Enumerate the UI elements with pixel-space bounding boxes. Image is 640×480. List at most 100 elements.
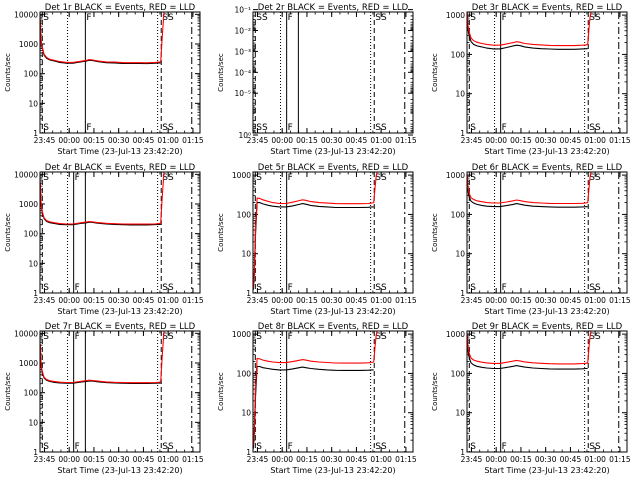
plot-frame [252, 11, 414, 134]
x-axis-label: Start Time (23-Jul-13 23:42:20) [57, 466, 182, 475]
marker-label-bottom: SS [589, 283, 601, 293]
marker-label-bottom: SS [375, 442, 387, 452]
marker-label-bottom: S [470, 442, 476, 452]
x-tick-label: 01:15 [182, 136, 204, 145]
x-tick-label: 01:00 [157, 136, 179, 145]
y-tick-label: 10⁻¹ [234, 6, 251, 15]
y-axis-label: Counts/sec [431, 213, 439, 252]
y-tick-label: 100 [24, 70, 39, 79]
x-tick-label: 00:30 [108, 455, 130, 464]
panel-title: Det 2r BLACK = Events, RED = LLD [258, 3, 409, 13]
y-tick-label: 10⁻⁴ [234, 68, 251, 77]
y-tick-label: 1 [460, 289, 465, 298]
x-tick-label: 00:45 [346, 455, 368, 464]
marker-label: F [288, 13, 293, 23]
y-axis-label: Counts/sec [431, 53, 439, 92]
plot-frame [39, 11, 201, 134]
panel-det-2: Det 2r BLACK = Events, RED = LLD Start Ti… [217, 3, 417, 156]
marker-label-bottom: F [502, 442, 507, 452]
plot-frame [466, 171, 628, 294]
x-tick-label: 00:45 [560, 136, 582, 145]
marker-label: SS [589, 13, 601, 23]
y-tick-label: 10000 [14, 329, 38, 338]
x-axis-label: Start Time (23-Jul-13 23:42:20) [484, 466, 609, 475]
y-tick-label: 1000 [232, 171, 251, 180]
x-tick-label: 01:15 [395, 455, 417, 464]
x-tick-label: 00:45 [560, 296, 582, 305]
y-tick-label: 10⁻³ [234, 47, 251, 56]
y-tick-label: 100 [451, 369, 466, 378]
x-tick-label: 01:00 [157, 296, 179, 305]
marker-label-bottom: SS [162, 283, 174, 293]
x-tick-label: 00:00 [485, 455, 507, 464]
y-tick-label: 10000 [14, 10, 38, 19]
x-tick-label: 00:00 [271, 296, 293, 305]
x-tick-label: 00:15 [296, 455, 318, 464]
x-tick-label: 00:00 [271, 136, 293, 145]
y-tick-label: 10 [241, 409, 251, 418]
series-line-lld [40, 12, 165, 64]
y-tick-label: 1000 [19, 40, 38, 49]
x-tick-label: 01:00 [370, 296, 392, 305]
marker-label-bottom: F [288, 442, 293, 452]
x-tick-label: 00:00 [485, 296, 507, 305]
panel-det-7: Det 7r BLACK = Events, RED = LLD Start Ti… [4, 322, 204, 475]
marker-label-bottom: F [288, 123, 293, 133]
marker-label-bottom: F [288, 283, 293, 293]
x-axis-label: Start Time (23-Jul-13 23:42:20) [484, 307, 609, 316]
series-line-events [253, 365, 374, 449]
marker-label-bottom: F [502, 123, 507, 133]
marker-label-bottom: S [43, 123, 49, 133]
series-line-lld [253, 172, 378, 289]
series-line-events [40, 345, 161, 384]
x-tick-label: 01:15 [609, 296, 631, 305]
x-tick-label: 01:00 [370, 455, 392, 464]
marker-label: SS [589, 332, 601, 342]
marker-label: S [43, 173, 49, 183]
marker-label: SS [162, 332, 174, 342]
x-tick-label: 00:15 [510, 296, 532, 305]
x-tick-label: 00:30 [535, 136, 557, 145]
x-tick-label: 00:00 [271, 455, 293, 464]
series-line-lld [40, 172, 165, 225]
panel-det-9: Det 9r BLACK = Events, RED = LLD Start Ti… [431, 322, 631, 475]
marker-label-bottom: F [75, 442, 80, 452]
series-line-lld [467, 172, 592, 205]
y-axis-label: Counts/sec [431, 372, 439, 411]
marker-label: S [256, 173, 262, 183]
marker-label-bottom: S [470, 123, 476, 133]
marker-label-bottom: SS [256, 123, 268, 133]
panel-det-6: Det 6r BLACK = Events, RED = LLD Start Ti… [431, 163, 631, 316]
marker-label: SS [375, 173, 387, 183]
x-tick-label: 00:15 [83, 296, 105, 305]
x-tick-label: 00:30 [321, 296, 343, 305]
x-tick-label: 00:15 [296, 296, 318, 305]
x-tick-label: 00:45 [133, 296, 155, 305]
y-axis-label: Counts/sec [4, 372, 12, 411]
y-tick-label: 10⁰ [238, 131, 251, 140]
x-tick-label: 01:00 [370, 136, 392, 145]
marker-label: S [470, 332, 476, 342]
x-tick-label: 23:45 [247, 455, 269, 464]
x-tick-label: 00:30 [535, 455, 557, 464]
marker-label-bottom: SS [375, 283, 387, 293]
x-tick-label: 23:45 [461, 455, 483, 464]
x-axis-label: Start Time (23-Jul-13 23:42:20) [57, 147, 182, 156]
marker-label: S [43, 13, 49, 23]
plot-frame [39, 171, 201, 294]
series-line-lld [253, 331, 378, 447]
x-tick-label: 01:15 [182, 455, 204, 464]
plot-frame [252, 171, 414, 294]
marker-label: F [288, 173, 293, 183]
x-tick-label: 00:00 [485, 136, 507, 145]
marker-label-bottom: SS [589, 123, 601, 133]
series-line-lld [467, 12, 592, 47]
y-tick-label: 10⁻² [234, 27, 251, 36]
x-tick-label: 01:15 [395, 296, 417, 305]
series-line-events [467, 176, 588, 208]
x-tick-label: 01:00 [584, 296, 606, 305]
marker-label-bottom: F [75, 283, 80, 293]
x-tick-label: 00:15 [83, 455, 105, 464]
x-tick-label: 00:30 [108, 296, 130, 305]
y-tick-label: 1 [246, 448, 251, 457]
